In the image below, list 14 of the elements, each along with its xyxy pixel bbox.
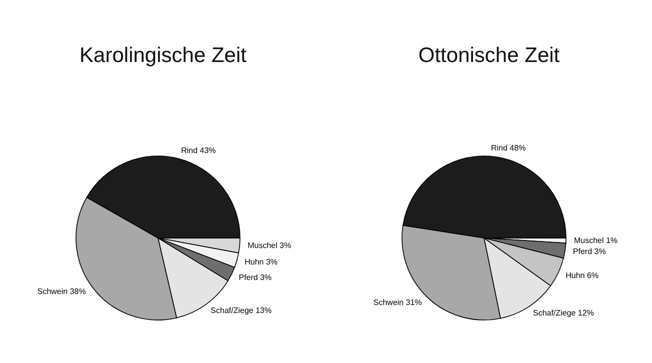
chart-title: Ottonische Zeit [418, 44, 560, 67]
slice-label: Huhn 3% [244, 257, 278, 266]
slice-label: Schaf/Ziege 13% [210, 306, 272, 315]
slice-label: Schwein 38% [37, 286, 86, 296]
slice-label: Rind 43% [181, 146, 216, 156]
slice-label: Muschel 1% [574, 236, 618, 245]
slice-label: Huhn 6% [566, 270, 599, 280]
slice-label: Pferd 3% [572, 246, 606, 256]
chart-title: Karolingische Zeit [80, 44, 247, 67]
slice-label: Rind 48% [490, 143, 526, 152]
slice-label: Pferd 3% [238, 272, 272, 282]
slice-label: Schaf/Ziege 12% [532, 308, 594, 318]
slice-label: Muschel 3% [248, 241, 292, 250]
slice-label: Schwein 31% [373, 298, 422, 308]
